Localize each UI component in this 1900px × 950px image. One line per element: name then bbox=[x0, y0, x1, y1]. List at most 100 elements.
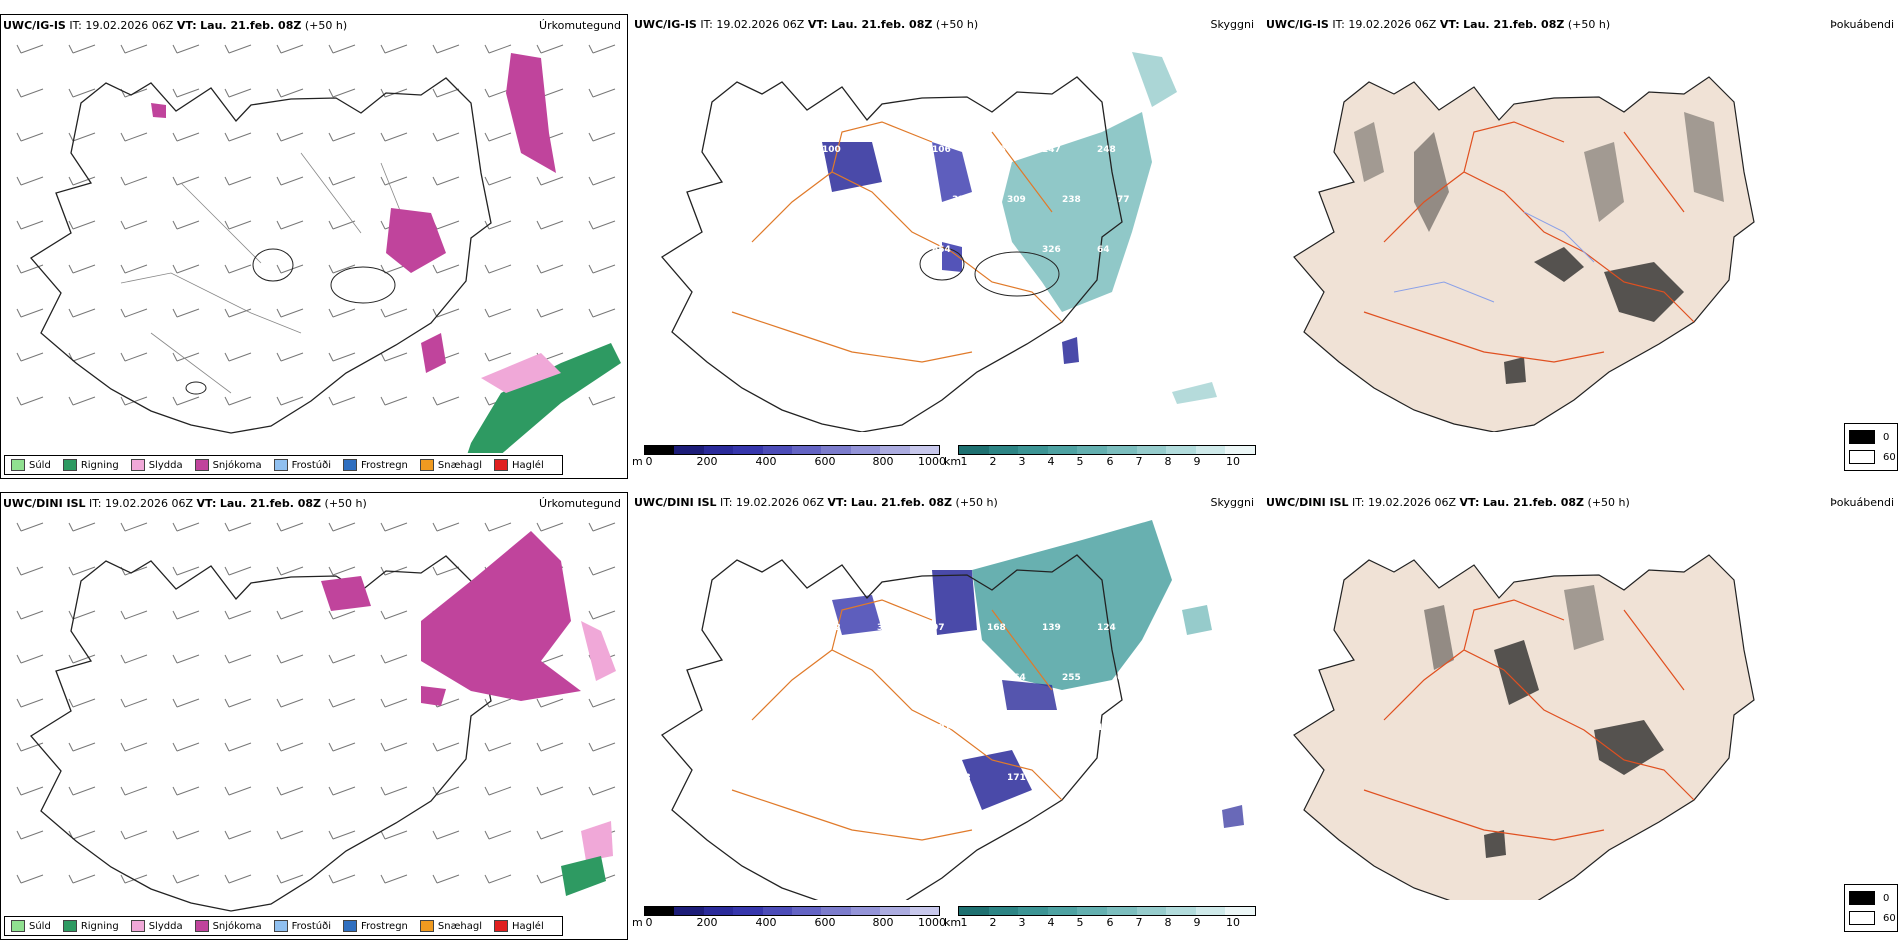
iceland-outline bbox=[30, 77, 492, 434]
roads bbox=[731, 599, 1063, 841]
wind-barb bbox=[16, 786, 44, 796]
wind-barb bbox=[432, 132, 460, 142]
wind-barb bbox=[16, 220, 44, 230]
wind-barb bbox=[68, 132, 96, 142]
wind-barb bbox=[432, 44, 460, 54]
wind-barb bbox=[432, 396, 460, 406]
wind-barb bbox=[536, 44, 564, 54]
ceiling-label: 248 bbox=[1097, 145, 1116, 155]
ceiling-label: 764 bbox=[1007, 673, 1026, 683]
wind-barb bbox=[536, 786, 564, 796]
wind-barb bbox=[588, 44, 616, 54]
visibility-map: 100 117 106 248 247 248 447 706 382 309 238 77 276 28… bbox=[661, 52, 1217, 432]
height-colorbar-fill bbox=[644, 906, 940, 916]
wind-barb bbox=[68, 308, 96, 318]
wind-barb bbox=[380, 698, 408, 708]
precip-type-panel-bottom: UWC/DINI ISL IT: 19.02.2026 06Z VT: Lau.… bbox=[0, 492, 628, 940]
ceiling-label: 340 bbox=[897, 673, 916, 683]
ceiling-label: 447 bbox=[842, 195, 861, 205]
wind-barb bbox=[328, 566, 356, 576]
legend-item-snjokoma: Snjókoma bbox=[194, 920, 262, 932]
visibility-colorbar-fill bbox=[958, 445, 1256, 455]
legend-item-slydda: Slydda bbox=[130, 459, 183, 471]
legend-item-frostudi: Frostúði bbox=[273, 920, 331, 932]
wind-barb bbox=[224, 396, 252, 406]
wind-barb bbox=[328, 352, 356, 362]
wind-barb bbox=[120, 610, 148, 620]
precip-type-panel-top: UWC/IG-IS IT: 19.02.2026 06Z VT: Lau. 21… bbox=[0, 14, 628, 479]
wind-barb bbox=[328, 44, 356, 54]
wind-barb bbox=[120, 830, 148, 840]
ceiling-label: 371 bbox=[877, 623, 896, 633]
wind-barb bbox=[380, 522, 408, 532]
wind-barb bbox=[432, 874, 460, 884]
ceiling-label: 706 bbox=[897, 195, 916, 205]
iceland-outline bbox=[661, 76, 1123, 432]
wind-barb bbox=[16, 742, 44, 752]
fog-index-map bbox=[1293, 76, 1755, 432]
wind-barb bbox=[224, 44, 252, 54]
ceiling-label: 326 bbox=[1042, 245, 1061, 255]
lead-time: (+50 h) bbox=[324, 497, 367, 510]
visibility-colorbar: km 1 2 3 4 5 6 7 8 9 10 bbox=[944, 445, 1260, 475]
wind-barb bbox=[380, 176, 408, 186]
wind-barb bbox=[276, 522, 304, 532]
fog-legend: 0 60 bbox=[1844, 423, 1898, 471]
wind-barb bbox=[16, 522, 44, 532]
wind-barb bbox=[224, 88, 252, 98]
wind-barb bbox=[276, 44, 304, 54]
wind-barb bbox=[172, 88, 200, 98]
wind-barb bbox=[328, 786, 356, 796]
wind-barb bbox=[16, 874, 44, 884]
wind-barb bbox=[536, 698, 564, 708]
wind-barb bbox=[276, 654, 304, 664]
wind-barb bbox=[172, 742, 200, 752]
valid-time: Lau. 21.feb. 08Z bbox=[219, 497, 322, 510]
ceiling-label: 364 bbox=[987, 245, 1006, 255]
wind-barb bbox=[328, 396, 356, 406]
wind-barb bbox=[16, 352, 44, 362]
wind-barb bbox=[276, 308, 304, 318]
ceiling-label: 97 bbox=[932, 623, 945, 633]
wind-barb bbox=[588, 308, 616, 318]
ceiling-label: 124 bbox=[1097, 623, 1116, 633]
wind-barb bbox=[120, 698, 148, 708]
legend-item-sudl: Súld bbox=[11, 920, 51, 932]
wind-barb bbox=[432, 742, 460, 752]
wind-barb bbox=[328, 698, 356, 708]
wind-barb bbox=[224, 742, 252, 752]
wind-barb bbox=[432, 220, 460, 230]
wind-barb bbox=[224, 566, 252, 576]
wind-barb bbox=[172, 352, 200, 362]
wind-barb bbox=[68, 786, 96, 796]
iceland-outline bbox=[661, 554, 1123, 900]
ceiling-label: 64 bbox=[1097, 245, 1110, 255]
it-label: IT: bbox=[69, 19, 82, 32]
wind-barb bbox=[276, 786, 304, 796]
visibility-colorbar: km 1 2 3 4 5 6 7 8 9 10 bbox=[944, 906, 1260, 936]
wind-barb bbox=[16, 610, 44, 620]
legend-item-rigning: Rigning bbox=[62, 459, 119, 471]
wind-barb bbox=[328, 654, 356, 664]
wind-barb bbox=[276, 610, 304, 620]
wind-barb bbox=[536, 742, 564, 752]
wind-barb bbox=[276, 742, 304, 752]
legend-item-snaehagl: Snæhagl bbox=[419, 920, 482, 932]
wind-barb bbox=[172, 308, 200, 318]
wind-barb bbox=[120, 522, 148, 532]
wind-barb bbox=[172, 830, 200, 840]
wind-barb bbox=[68, 874, 96, 884]
wind-barb bbox=[224, 874, 252, 884]
legend-item-haglel: Haglél bbox=[494, 459, 544, 471]
wind-barb bbox=[328, 874, 356, 884]
wind-barb bbox=[224, 308, 252, 318]
legend-item-sudl: Súld bbox=[11, 459, 51, 471]
wind-barb bbox=[276, 176, 304, 186]
wind-barb bbox=[120, 176, 148, 186]
wind-barb bbox=[380, 742, 408, 752]
panel-title: Úrkomutegund bbox=[539, 497, 621, 510]
ceiling-label: 284 bbox=[842, 673, 861, 683]
wind-barb bbox=[328, 742, 356, 752]
wind-barb bbox=[380, 610, 408, 620]
wind-barb bbox=[380, 874, 408, 884]
